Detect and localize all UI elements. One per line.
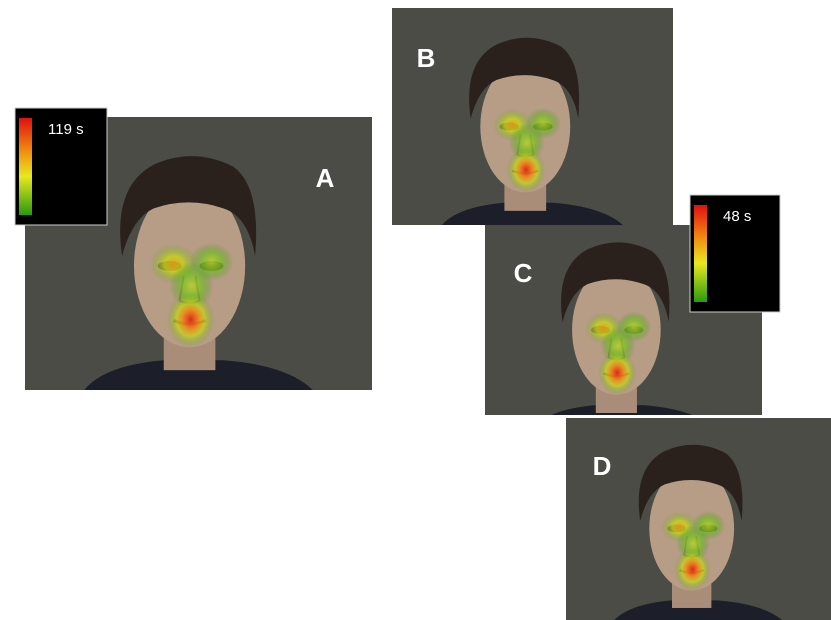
- face-photo: [566, 415, 831, 620]
- colorbar-gradient: [19, 118, 32, 215]
- colorbar: 119 s: [15, 108, 107, 225]
- panel-label: B: [417, 43, 436, 73]
- panel-label: D: [593, 451, 612, 481]
- panels: A B C D 119 s 48 s: [15, 6, 831, 620]
- colorbar: 48 s: [690, 195, 780, 312]
- panel-label: A: [316, 163, 335, 193]
- colorbar-gradient: [694, 205, 707, 302]
- face-photo: [392, 6, 673, 227]
- photo-panel: D: [566, 415, 831, 620]
- photo-panel: B: [392, 6, 673, 227]
- figure: A B C D 119 s 48 s: [0, 0, 831, 620]
- panel-label: C: [514, 258, 533, 288]
- colorbar-label: 48 s: [723, 208, 751, 225]
- colorbar-label: 119 s: [48, 121, 84, 138]
